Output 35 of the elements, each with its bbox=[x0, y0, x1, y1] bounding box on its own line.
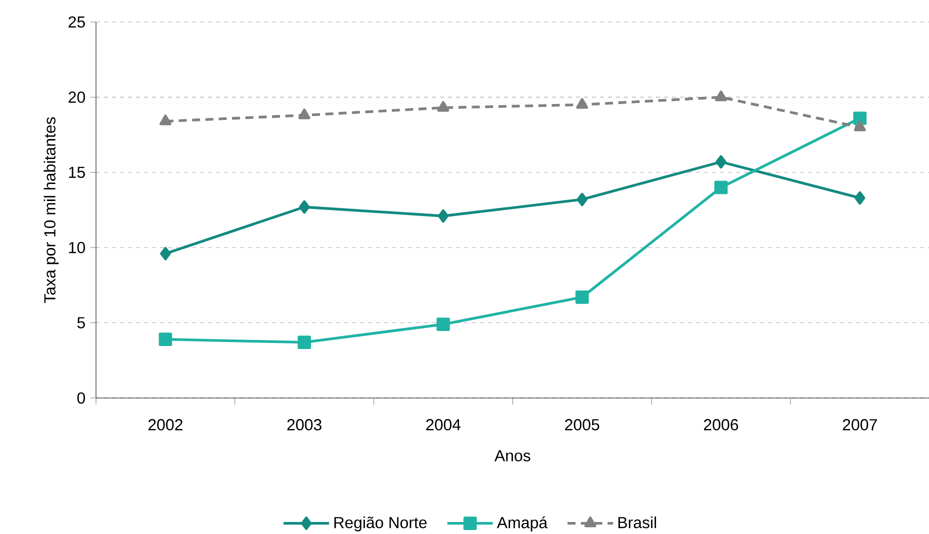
y-tick-label: 10 bbox=[69, 242, 85, 254]
point bbox=[438, 209, 449, 223]
x-tick-label: 2003 bbox=[287, 419, 322, 430]
point bbox=[158, 332, 172, 346]
y-axis-title: Taxa por 10 mil habitantes bbox=[44, 117, 59, 304]
point bbox=[853, 112, 867, 125]
point bbox=[716, 155, 726, 169]
legend-label: Brasil bbox=[618, 516, 656, 528]
y-tick-label: 25 bbox=[68, 16, 85, 28]
legend-label: Região Norte bbox=[334, 516, 427, 532]
point bbox=[575, 290, 589, 304]
point bbox=[854, 191, 866, 205]
point bbox=[298, 108, 310, 120]
legend-label: Amapá bbox=[496, 516, 548, 532]
point bbox=[299, 200, 310, 214]
y-tick-label: 0 bbox=[77, 392, 85, 404]
y-tick-label: 15 bbox=[69, 166, 85, 178]
point bbox=[714, 180, 728, 194]
x-tick-label: 2005 bbox=[565, 419, 600, 430]
point bbox=[715, 90, 727, 102]
point bbox=[437, 101, 450, 112]
point bbox=[576, 98, 588, 109]
point bbox=[298, 336, 312, 350]
x-tick-label: 2002 bbox=[148, 419, 182, 430]
point bbox=[436, 318, 450, 331]
point bbox=[160, 246, 171, 260]
y-tick-label: 20 bbox=[68, 92, 85, 103]
point bbox=[576, 192, 588, 206]
point bbox=[159, 114, 172, 126]
point bbox=[854, 120, 866, 132]
x-tick-label: 2004 bbox=[426, 419, 461, 430]
y-tick-label: 5 bbox=[77, 317, 85, 328]
x-axis-title: Anos bbox=[494, 450, 530, 462]
x-tick-label: 2007 bbox=[842, 419, 877, 430]
x-tick-label: 2006 bbox=[704, 419, 738, 430]
